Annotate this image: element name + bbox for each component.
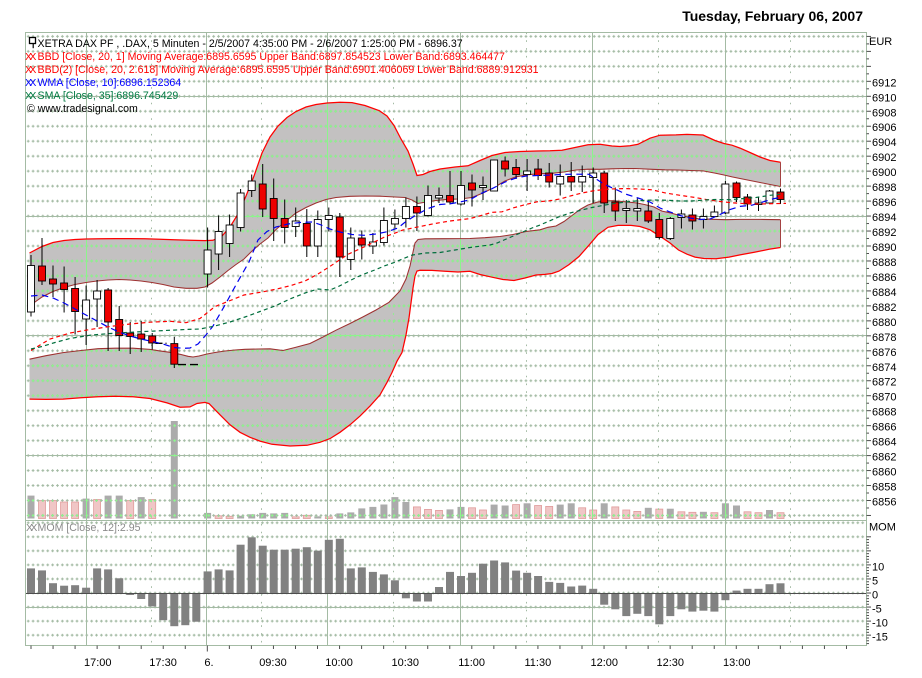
svg-text:6878: 6878	[872, 332, 896, 344]
svg-text:17:00: 17:00	[84, 657, 112, 669]
svg-text:6896: 6896	[872, 197, 896, 209]
svg-text:6860: 6860	[872, 467, 896, 479]
svg-text:6880: 6880	[872, 317, 896, 329]
svg-text:6856: 6856	[872, 497, 896, 509]
svg-text:BBD(2) [Close, 20, 2.618] Movi: BBD(2) [Close, 20, 2.618] Moving Average…	[38, 64, 539, 76]
svg-text:6888: 6888	[872, 257, 896, 269]
svg-text:SMA [Close, 35]:6896.745429: SMA [Close, 35]:6896.745429	[38, 90, 179, 102]
svg-text:6874: 6874	[872, 362, 896, 374]
svg-text:6858: 6858	[872, 482, 896, 494]
svg-text:© www.tradesignal.com: © www.tradesignal.com	[27, 103, 138, 115]
svg-text:-5: -5	[872, 604, 882, 616]
svg-text:6886: 6886	[872, 272, 896, 284]
svg-text:6894: 6894	[872, 212, 896, 224]
svg-text:12:00: 12:00	[591, 657, 619, 669]
svg-text:6904: 6904	[872, 137, 896, 149]
svg-text:6898: 6898	[872, 182, 896, 194]
svg-text:10: 10	[872, 561, 884, 573]
svg-text:11:30: 11:30	[525, 657, 552, 669]
svg-text:WMA [Close, 10]:6896.152364: WMA [Close, 10]:6896.152364	[38, 77, 182, 89]
svg-text:6868: 6868	[872, 407, 896, 419]
svg-text:6864: 6864	[872, 437, 896, 449]
svg-text:6902: 6902	[872, 152, 896, 164]
svg-text:-10: -10	[872, 618, 888, 630]
svg-text:6892: 6892	[872, 227, 896, 239]
svg-text:0: 0	[872, 590, 878, 602]
svg-text:6872: 6872	[872, 377, 896, 389]
svg-text:BBD [Close, 20, 1] Moving Aver: BBD [Close, 20, 1] Moving Average:6895.6…	[38, 51, 506, 63]
svg-text:MOM [Close, 12]:2.95: MOM [Close, 12]:2.95	[38, 522, 141, 534]
svg-text:EUR: EUR	[869, 36, 892, 48]
svg-text:10:00: 10:00	[325, 657, 353, 669]
svg-text:6890: 6890	[872, 242, 896, 254]
svg-text:Tuesday, February 06, 2007: Tuesday, February 06, 2007	[682, 8, 863, 24]
svg-text:6900: 6900	[872, 167, 896, 179]
svg-text:12:30: 12:30	[657, 657, 685, 669]
svg-text:6.: 6.	[204, 657, 213, 669]
svg-text:11:00: 11:00	[458, 657, 485, 669]
svg-text:6876: 6876	[872, 347, 896, 359]
svg-text:6910: 6910	[872, 92, 896, 104]
svg-text:MOM: MOM	[869, 522, 896, 534]
svg-text:17:30: 17:30	[149, 657, 177, 669]
svg-text:09:30: 09:30	[259, 657, 287, 669]
svg-text:6908: 6908	[872, 107, 896, 119]
svg-text:13:00: 13:00	[723, 657, 751, 669]
svg-text:6882: 6882	[872, 302, 896, 314]
svg-text:6862: 6862	[872, 452, 896, 464]
svg-text:6870: 6870	[872, 392, 896, 404]
svg-text:6866: 6866	[872, 422, 896, 434]
svg-text:10:30: 10:30	[392, 657, 420, 669]
svg-text:-15: -15	[872, 632, 888, 644]
svg-text:6906: 6906	[872, 122, 896, 134]
svg-text:6884: 6884	[872, 287, 896, 299]
svg-text:XETRA DAX PF , .DAX, 5 Minuten: XETRA DAX PF , .DAX, 5 Minuten - 2/5/200…	[38, 38, 463, 50]
svg-text:6912: 6912	[872, 77, 896, 89]
svg-text:5: 5	[872, 576, 878, 588]
